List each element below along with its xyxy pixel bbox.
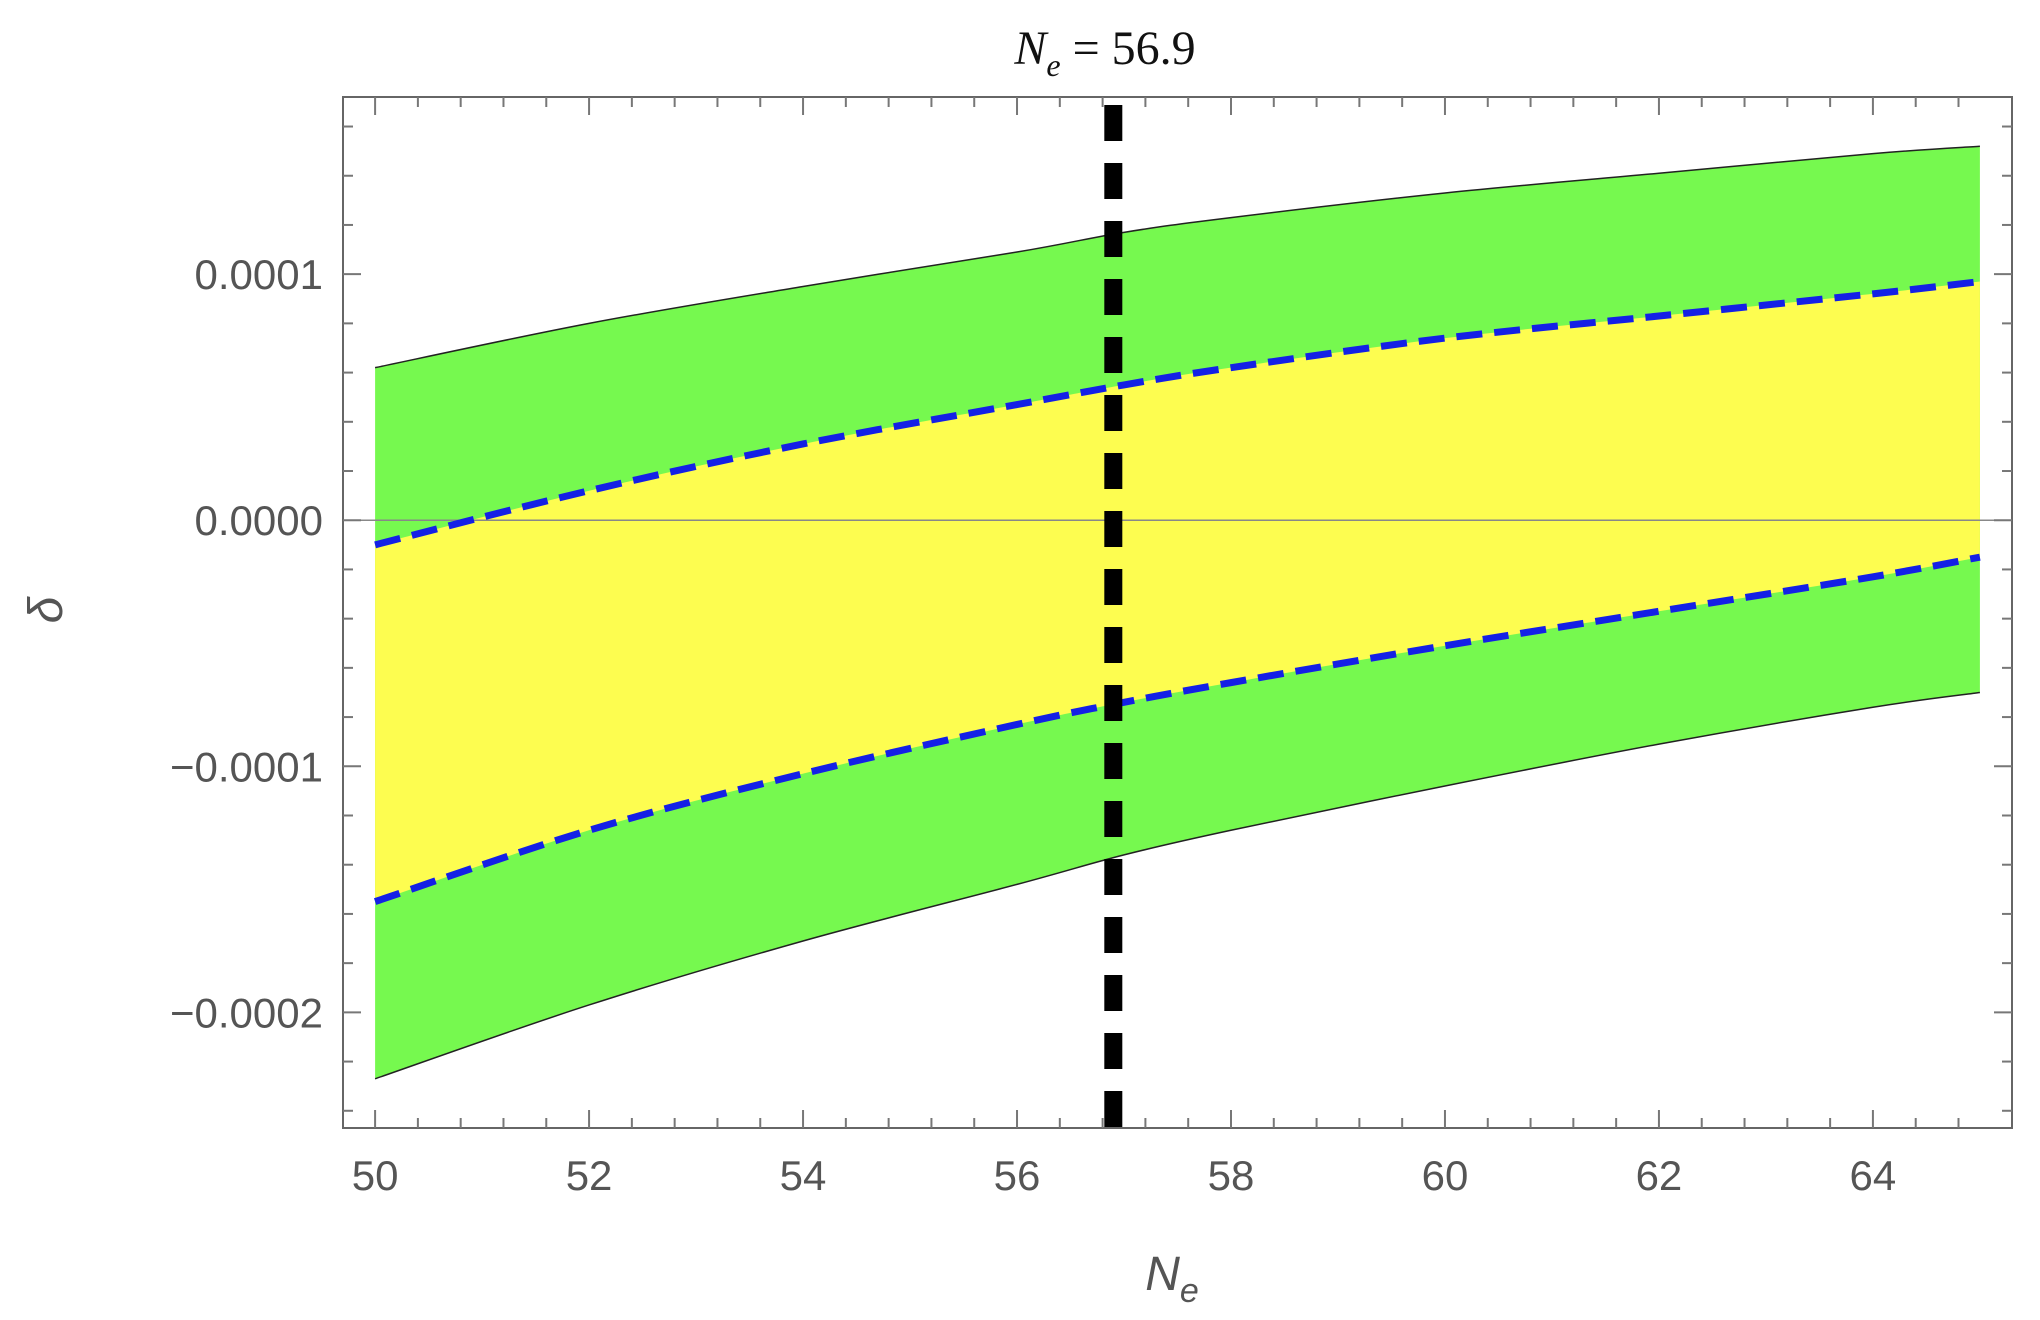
plot-area <box>343 105 2012 1128</box>
band-area-2 <box>375 281 1980 902</box>
x-tick-label: 52 <box>566 1152 613 1199</box>
y-tick-label: 0.0001 <box>195 251 323 298</box>
chart-title-rest: = 56.9 <box>1061 22 1196 75</box>
x-axis-label: Ne <box>1145 1248 1199 1310</box>
dashed-series-1 <box>374 278 1981 549</box>
chart-title-var: N <box>1013 22 1049 75</box>
y-axis-label: δ <box>20 595 73 623</box>
band-upper-edge <box>374 145 1980 369</box>
x-axis-label-var: N <box>1145 1248 1180 1301</box>
y-tick-label: 0.0000 <box>195 497 323 544</box>
y-tick-label: −0.0001 <box>170 743 323 790</box>
x-tick-label: 60 <box>1422 1152 1469 1199</box>
y-axis-ticks: 0.0001 0.0000 −0.0001 −0.0002 <box>170 125 2012 1112</box>
y-tick-label: −0.0002 <box>170 989 323 1036</box>
band-lower-edge <box>374 691 1981 1080</box>
chart-title-sub: e <box>1046 47 1060 83</box>
x-tick-label: 56 <box>994 1152 1041 1199</box>
x-tick-label: 64 <box>1850 1152 1897 1199</box>
x-tick-label: 62 <box>1636 1152 1683 1199</box>
x-tick-label: 58 <box>1208 1152 1255 1199</box>
x-tick-label: 54 <box>780 1152 827 1199</box>
x-tick-label: 50 <box>352 1152 399 1199</box>
dashed-series-2 <box>373 553 1981 905</box>
x-axis-ticks: 50 52 54 56 58 60 62 64 <box>352 97 1960 1199</box>
plot-frame <box>342 96 2013 1129</box>
chart-title: Ne = 56.9 <box>1013 22 1195 83</box>
x-axis-label-sub: e <box>1180 1272 1199 1310</box>
